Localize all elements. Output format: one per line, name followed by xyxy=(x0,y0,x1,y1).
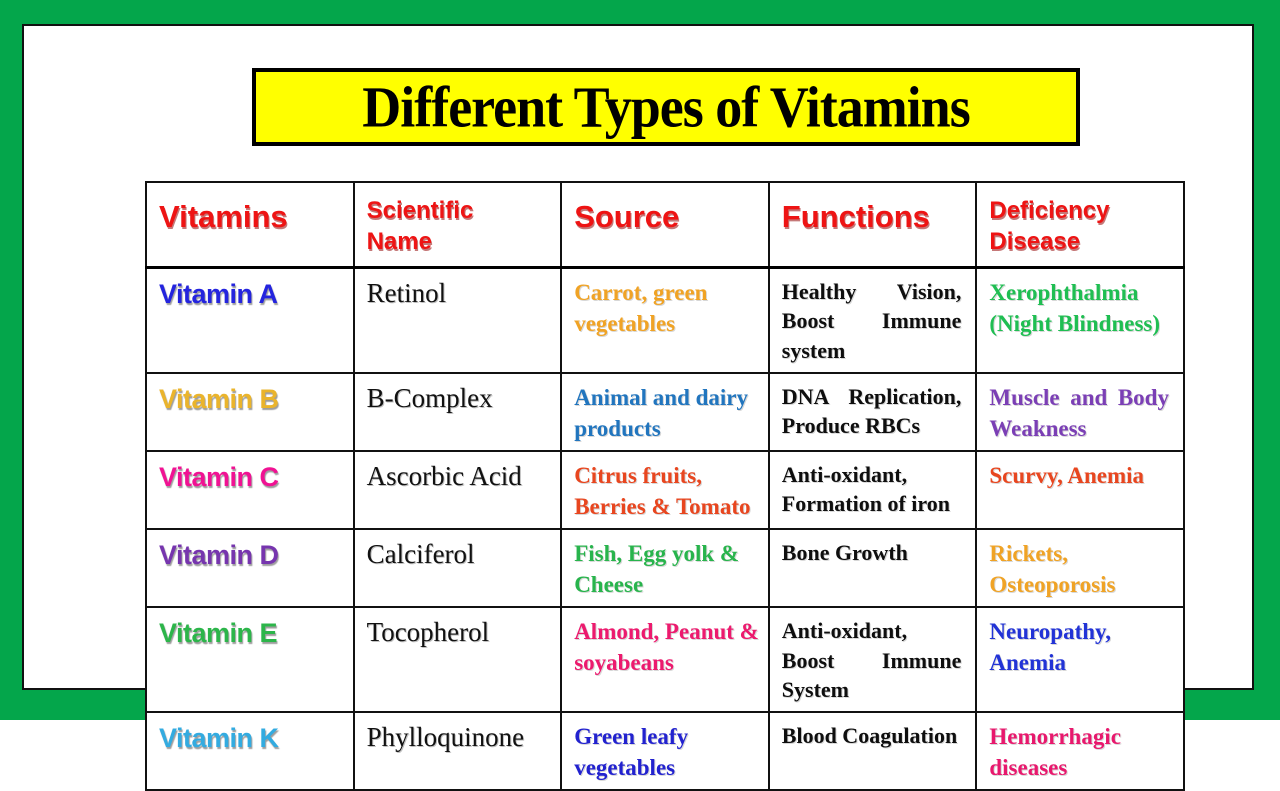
functions-cell: Healthy Vision, Boost Immune system xyxy=(767,266,978,374)
scientific-name: Retinol xyxy=(352,266,563,374)
table-row-vitamin-b: Vitamin B B-Complex Animal and dairy pro… xyxy=(145,371,1185,452)
page-title: Different Types of Vitamins xyxy=(362,74,970,140)
scientific-name: Phylloquinone xyxy=(352,710,563,791)
source-cell: Fish, Egg yolk & Cheese xyxy=(560,527,770,608)
table-row-vitamin-e: Vitamin E Tocopherol Almond, Peanut & so… xyxy=(145,605,1185,713)
column-header-scientific-name: Scientific Name xyxy=(352,181,563,269)
scientific-name: Tocopherol xyxy=(352,605,563,713)
vitamin-name: Vitamin B xyxy=(145,371,355,452)
functions-cell: Anti-oxidant, Formation of iron xyxy=(767,449,978,530)
table-row-vitamin-d: Vitamin D Calciferol Fish, Egg yolk & Ch… xyxy=(145,527,1185,608)
vitamin-name: Vitamin A xyxy=(145,266,355,374)
source-cell: Almond, Peanut & soyabeans xyxy=(560,605,770,713)
deficiency-cell: Hemorrhagic diseases xyxy=(975,710,1185,791)
content-panel: Different Types of Vitamins Vitamins Sci… xyxy=(22,24,1254,791)
vitamin-name: Vitamin E xyxy=(145,605,355,713)
vitamin-name: Vitamin D xyxy=(145,527,355,608)
table-row-vitamin-k: Vitamin K Phylloquinone Green leafy vege… xyxy=(145,710,1185,791)
column-header-vitamins: Vitamins xyxy=(145,181,355,269)
vitamin-name: Vitamin C xyxy=(145,449,355,530)
source-cell: Carrot, green vegetables xyxy=(560,266,770,374)
deficiency-cell: Xerophthalmia (Night Blindness) xyxy=(975,266,1185,374)
column-header-deficiency-disease: Deficiency Disease xyxy=(975,181,1185,269)
vitamin-name: Vitamin K xyxy=(145,710,355,791)
deficiency-cell: Muscle and Body Weakness xyxy=(975,371,1185,452)
deficiency-cell: Scurvy, Anemia xyxy=(975,449,1185,530)
functions-cell: DNA Replication, Produce RBCs xyxy=(767,371,978,452)
source-cell: Green leafy vegetables xyxy=(560,710,770,791)
source-cell: Animal and dairy products xyxy=(560,371,770,452)
functions-cell: Bone Growth xyxy=(767,527,978,608)
scientific-name: Ascorbic Acid xyxy=(352,449,563,530)
scientific-name: Calciferol xyxy=(352,527,563,608)
table-header-row: Vitamins Scientific Name Source Function… xyxy=(145,181,1185,269)
column-header-source: Source xyxy=(560,181,770,269)
functions-cell: Anti-oxidant, Boost Immune System xyxy=(767,605,978,713)
column-header-functions: Functions xyxy=(767,181,978,269)
functions-cell: Blood Coagulation xyxy=(767,710,978,791)
vitamins-table: Vitamins Scientific Name Source Function… xyxy=(145,181,1185,791)
title-banner: Different Types of Vitamins xyxy=(252,68,1080,146)
table-row-vitamin-a: Vitamin A Retinol Carrot, green vegetabl… xyxy=(145,266,1185,374)
table-row-vitamin-c: Vitamin C Ascorbic Acid Citrus fruits, B… xyxy=(145,449,1185,530)
deficiency-cell: Neuropathy, Anemia xyxy=(975,605,1185,713)
deficiency-cell: Rickets, Osteoporosis xyxy=(975,527,1185,608)
source-cell: Citrus fruits, Berries & Tomato xyxy=(560,449,770,530)
scientific-name: B-Complex xyxy=(352,371,563,452)
